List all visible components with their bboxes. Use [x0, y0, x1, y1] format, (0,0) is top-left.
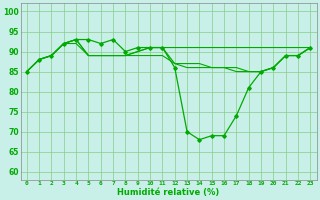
- X-axis label: Humidité relative (%): Humidité relative (%): [117, 188, 220, 197]
